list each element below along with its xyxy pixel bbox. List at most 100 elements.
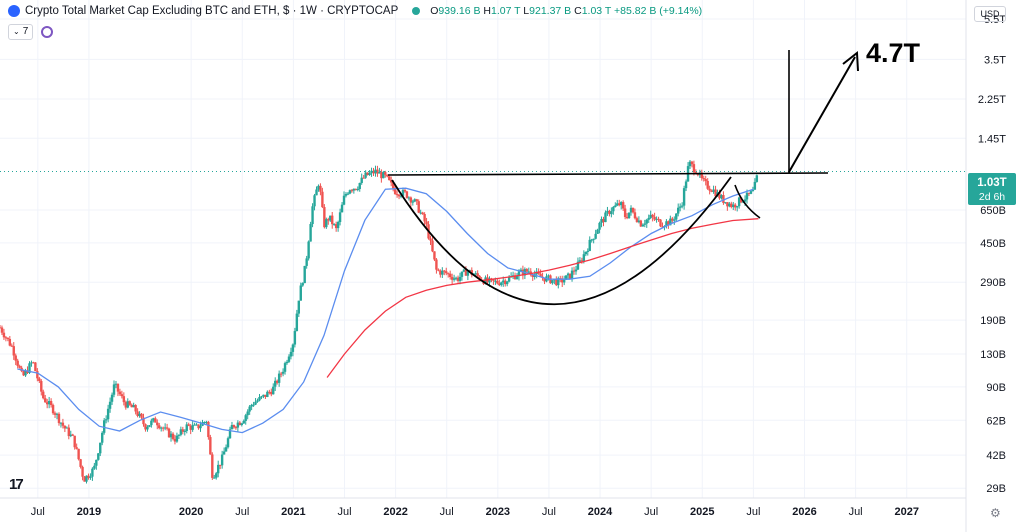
candle-body (452, 278, 456, 280)
candle-body (299, 285, 302, 301)
candle-body (403, 189, 407, 192)
candle-body (476, 273, 479, 277)
candle-body (425, 221, 428, 225)
indicator-icon[interactable] (41, 26, 54, 38)
candle-body (289, 351, 293, 357)
candle-body (73, 435, 76, 448)
candle-body (146, 426, 149, 430)
candle-body (515, 276, 519, 280)
y-tick-label: 5.5T (984, 14, 1006, 26)
candle-body (305, 258, 308, 266)
candle-body (366, 172, 369, 176)
candle-body (163, 427, 167, 429)
candle-body (657, 218, 660, 220)
candle-body (673, 219, 676, 221)
candle-body (531, 274, 534, 277)
symbol-title[interactable]: Crypto Total Market Cap Excluding BTC an… (25, 5, 399, 17)
candle-body (154, 418, 157, 423)
candle-body (83, 476, 86, 482)
candle-body (177, 434, 181, 436)
handle-curve[interactable] (734, 184, 761, 219)
candle-body (303, 265, 306, 284)
candle-body (150, 420, 153, 426)
neckline[interactable] (387, 172, 829, 176)
price-label-countdown: 2d 6h (979, 191, 1005, 203)
y-tick-label: 450B (980, 238, 1006, 250)
candle-body (454, 277, 458, 279)
candle-body (12, 346, 15, 356)
candle-body (374, 169, 377, 174)
cup-curve[interactable] (391, 176, 732, 305)
candle-body (22, 371, 25, 376)
candle-body (488, 278, 491, 283)
candle-body (338, 212, 342, 222)
time-axis[interactable]: Jul 2019 2020 Jul 2021 Jul 2022 Jul 2023 Jul 2024 J… (31, 506, 919, 518)
candle-body (507, 277, 511, 282)
candle-body (205, 421, 208, 423)
candle-body (270, 391, 273, 395)
candle-body (185, 424, 188, 431)
x-tick-label: Jul (746, 506, 760, 518)
candle-body (447, 273, 450, 275)
indicators-toggle[interactable]: ⌄ 7 (8, 24, 34, 40)
candle-body (128, 401, 131, 405)
target-arrow-head[interactable] (842, 51, 859, 72)
candle-body (77, 448, 80, 460)
candle-body (409, 197, 413, 203)
x-tick-label: 2020 (179, 506, 203, 518)
candle-body (384, 172, 387, 175)
candle-body (95, 459, 98, 466)
candle-body (388, 176, 391, 181)
candle-body (213, 477, 216, 479)
candle-body (222, 451, 226, 455)
candle-body (226, 438, 230, 448)
candle-body (344, 193, 348, 196)
candle-body (704, 179, 707, 181)
x-tick-label: Jul (337, 506, 351, 518)
candle-body (36, 371, 39, 379)
candle-body (260, 396, 263, 398)
candle-body (399, 195, 403, 197)
candle-body (745, 192, 749, 200)
candle-body (189, 425, 192, 430)
y-tick-label: 650B (980, 205, 1006, 217)
candle-body (171, 433, 175, 439)
candle-body (79, 459, 82, 467)
candle-body (606, 210, 609, 213)
candle-body (309, 224, 312, 242)
cup-and-handle-drawing[interactable]: 4.7T (387, 38, 921, 305)
candle-body (712, 189, 715, 192)
x-tick-label: Jul (440, 506, 454, 518)
candle-body (18, 365, 21, 368)
candle-body (623, 208, 627, 218)
x-tick-label: Jul (235, 506, 249, 518)
candle-body (272, 386, 275, 395)
settings-icon[interactable]: ⚙ (990, 506, 1001, 520)
candle-body (275, 380, 279, 383)
candle-body (637, 220, 641, 223)
price-axis[interactable]: 5.5T 3.5T 2.25T 1.45T 650B 450B 290B 190B 130B 90… (978, 14, 1006, 495)
candle-body (169, 433, 173, 438)
candle-body (380, 172, 383, 179)
candle-body (144, 424, 147, 430)
candle-body (621, 202, 625, 209)
candle-body (93, 465, 96, 469)
candle-body (566, 273, 570, 276)
candle-body (393, 188, 397, 195)
candle-body (319, 185, 322, 192)
candle-body (181, 429, 185, 432)
candle-body (209, 437, 212, 455)
currency-selector[interactable]: USD (974, 6, 1006, 22)
candle-body (28, 363, 31, 373)
candle-body (360, 177, 363, 183)
candle-body (407, 197, 411, 199)
candle-body (537, 271, 540, 274)
candle-body (572, 270, 576, 272)
candle-body (730, 203, 733, 208)
candle-body (614, 205, 617, 208)
target-arrow-shaft[interactable] (788, 56, 856, 173)
candle-body (368, 172, 371, 176)
grid-lines (0, 0, 966, 498)
candle-body (468, 270, 472, 272)
